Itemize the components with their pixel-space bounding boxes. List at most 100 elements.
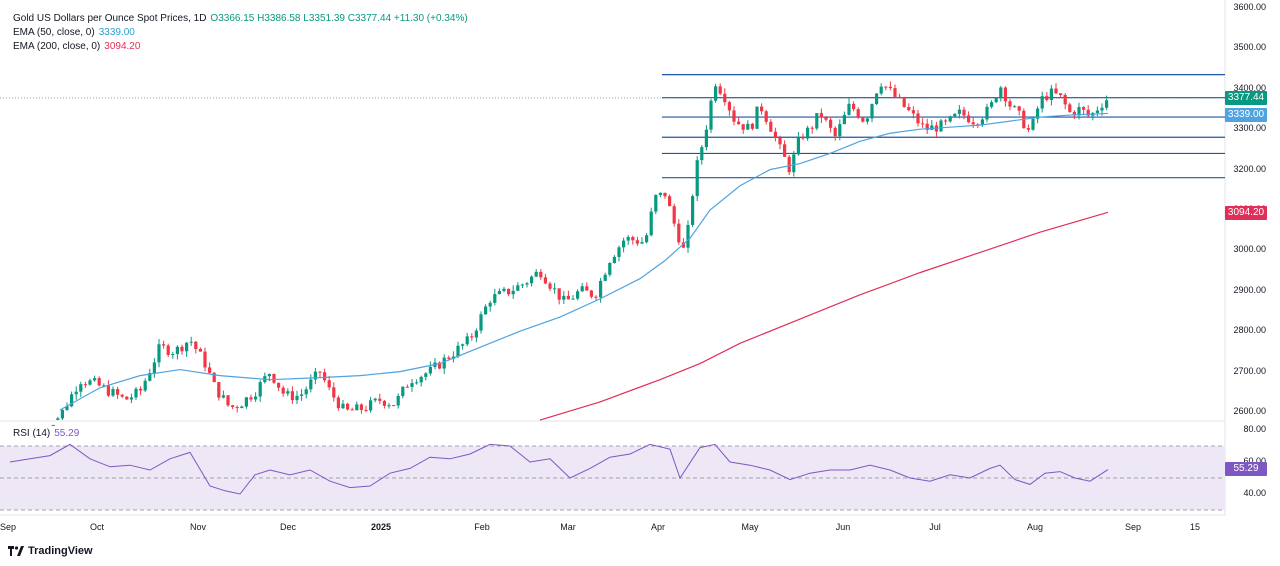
- candle-body: [907, 106, 911, 111]
- candle-body: [318, 371, 322, 373]
- candle-body: [461, 344, 465, 346]
- candle-body: [484, 306, 488, 315]
- candle-body: [304, 389, 308, 395]
- candle-body: [750, 123, 754, 129]
- candle-body: [654, 194, 658, 212]
- candle-body: [129, 397, 133, 400]
- rsi-tick: 40.00: [1243, 488, 1266, 498]
- candle-body: [824, 117, 828, 120]
- candle-body: [1049, 88, 1053, 100]
- candle-body: [732, 110, 736, 122]
- time-tick: Dec: [279, 522, 297, 532]
- candle-body: [447, 357, 451, 359]
- candle-body: [134, 388, 138, 398]
- candle-body: [704, 129, 708, 148]
- candle-body: [672, 206, 676, 224]
- candle-body: [1072, 111, 1076, 116]
- time-tick: 2025: [370, 522, 392, 532]
- candle-body: [277, 382, 281, 388]
- ema50-label: EMA (50, close, 0): [13, 27, 95, 38]
- candle-body: [663, 192, 667, 197]
- candle-body: [921, 123, 925, 125]
- candle-body: [773, 131, 777, 138]
- candle-body: [106, 385, 110, 396]
- candle-body: [203, 351, 207, 368]
- candle-body: [948, 116, 952, 122]
- candle-body: [755, 106, 759, 129]
- candle-body: [332, 387, 336, 398]
- candle-body: [217, 382, 221, 398]
- candle-body: [355, 404, 359, 411]
- tradingview-logo[interactable]: TradingView: [8, 545, 93, 557]
- candle-body: [401, 386, 405, 397]
- candle-body: [856, 109, 860, 118]
- candle-body: [1008, 101, 1012, 107]
- candle-body: [626, 236, 630, 241]
- candle-body: [442, 357, 446, 369]
- candle-body: [120, 394, 124, 397]
- time-tick: Jul: [929, 522, 941, 532]
- ema50-row: EMA (50, close, 0) 3339.00: [13, 26, 468, 40]
- candle-body: [497, 290, 501, 295]
- candle-body: [396, 396, 400, 406]
- candle-body: [764, 111, 768, 122]
- candle-body: [502, 288, 506, 291]
- candle-body: [640, 242, 644, 244]
- rsi-line: [9, 443, 1109, 495]
- candle-body: [346, 403, 350, 410]
- candle-body: [419, 376, 423, 383]
- candle-body: [792, 154, 796, 173]
- candle-body: [1036, 108, 1040, 119]
- candle-body: [102, 385, 106, 387]
- candle-body: [994, 98, 998, 103]
- candle-body: [516, 285, 520, 291]
- candle-body: [327, 380, 331, 388]
- candle-body: [875, 93, 879, 105]
- candle-body: [806, 127, 810, 139]
- candle-body: [212, 372, 216, 383]
- candle-body: [410, 383, 414, 388]
- candle-body: [1086, 109, 1090, 116]
- ohlc-values: O3366.15 H3386.58 L3351.39 C3377.44 +11.…: [210, 13, 468, 24]
- candle-body: [852, 103, 856, 110]
- candle-body: [557, 288, 561, 300]
- candle-body: [562, 295, 566, 300]
- candle-body: [1068, 104, 1072, 112]
- candle-body: [143, 380, 147, 391]
- candle-body: [1017, 106, 1021, 111]
- candle-body: [953, 113, 957, 117]
- time-tick: Apr: [650, 522, 666, 532]
- candle-body: [727, 102, 731, 111]
- candle-body: [488, 302, 492, 307]
- ema200-row: EMA (200, close, 0) 3094.20: [13, 40, 468, 54]
- candle-body: [240, 406, 244, 409]
- candle-body: [1045, 96, 1049, 100]
- candle-body: [244, 397, 248, 407]
- candle-body: [97, 378, 101, 386]
- price-tick: 3500.00: [1233, 42, 1266, 53]
- candle-body: [681, 242, 685, 248]
- candle-body: [1063, 94, 1067, 105]
- candle-body: [902, 97, 906, 107]
- candle-body: [281, 387, 285, 394]
- candle-body: [1082, 107, 1086, 110]
- rsi-tick: 80.00: [1243, 424, 1266, 434]
- candle-body: [594, 296, 598, 298]
- candle-body: [539, 271, 543, 278]
- price-tick: 3200.00: [1233, 163, 1266, 174]
- candle-body: [967, 115, 971, 123]
- candle-body: [148, 373, 152, 381]
- candle-body: [405, 386, 409, 388]
- candle-body: [746, 123, 750, 130]
- candle-body: [286, 391, 290, 394]
- candle-body: [893, 88, 897, 97]
- candle-body: [1077, 107, 1081, 116]
- candle-body: [842, 114, 846, 125]
- candle-body: [267, 373, 271, 377]
- candle-body: [438, 362, 442, 369]
- candle-body: [534, 271, 538, 277]
- candle-body: [313, 371, 317, 380]
- candle-body: [479, 314, 483, 331]
- candle-body: [272, 373, 276, 383]
